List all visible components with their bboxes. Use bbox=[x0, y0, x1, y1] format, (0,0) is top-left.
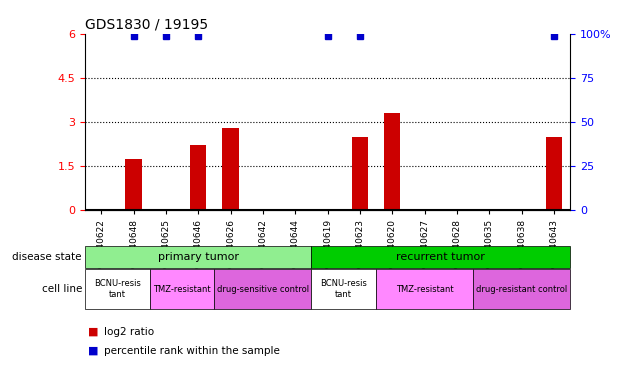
Bar bbox=[190, 146, 206, 210]
Text: TMZ-resistant: TMZ-resistant bbox=[153, 285, 211, 294]
Bar bbox=[352, 136, 368, 210]
Text: drug-resistant control: drug-resistant control bbox=[476, 285, 567, 294]
Bar bbox=[384, 113, 401, 210]
Text: recurrent tumor: recurrent tumor bbox=[396, 252, 485, 262]
Text: log2 ratio: log2 ratio bbox=[104, 327, 154, 337]
Bar bbox=[125, 159, 142, 210]
Text: disease state: disease state bbox=[13, 252, 82, 262]
Text: GDS1830 / 19195: GDS1830 / 19195 bbox=[85, 17, 208, 31]
Bar bbox=[222, 128, 239, 210]
Text: ■: ■ bbox=[88, 346, 99, 355]
Text: ■: ■ bbox=[88, 327, 99, 337]
Text: drug-sensitive control: drug-sensitive control bbox=[217, 285, 309, 294]
Bar bbox=[546, 136, 562, 210]
Text: BCNU-resis
tant: BCNU-resis tant bbox=[320, 279, 367, 299]
Text: primary tumor: primary tumor bbox=[158, 252, 239, 262]
Text: BCNU-resis
tant: BCNU-resis tant bbox=[94, 279, 141, 299]
Text: TMZ-resistant: TMZ-resistant bbox=[396, 285, 454, 294]
Text: percentile rank within the sample: percentile rank within the sample bbox=[104, 346, 280, 355]
Text: cell line: cell line bbox=[42, 284, 82, 294]
